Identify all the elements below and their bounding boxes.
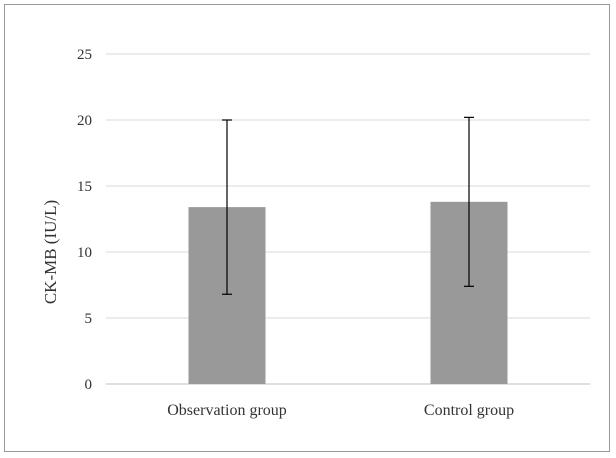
y-axis-label: CK-MB (IU/L) [41,200,60,304]
x-tick-labels: Observation group Control group [167,402,514,419]
grid-lines [106,53,590,385]
y-tick-label: 20 [77,113,92,129]
x-tick-label: Observation group [167,402,287,419]
y-tick-labels: 0 5 10 15 20 25 [77,47,92,393]
y-tick-label: 10 [77,245,92,261]
y-tick-label: 5 [85,311,93,327]
error-bar [464,116,474,287]
y-tick-label: 15 [77,179,92,195]
x-tick-label: Control group [424,402,514,419]
error-bars [222,116,474,295]
error-bar [222,119,232,295]
y-tick-label: 25 [77,47,92,63]
chart-frame [4,4,610,452]
bars [188,201,508,384]
y-tick-label: 0 [85,377,93,393]
